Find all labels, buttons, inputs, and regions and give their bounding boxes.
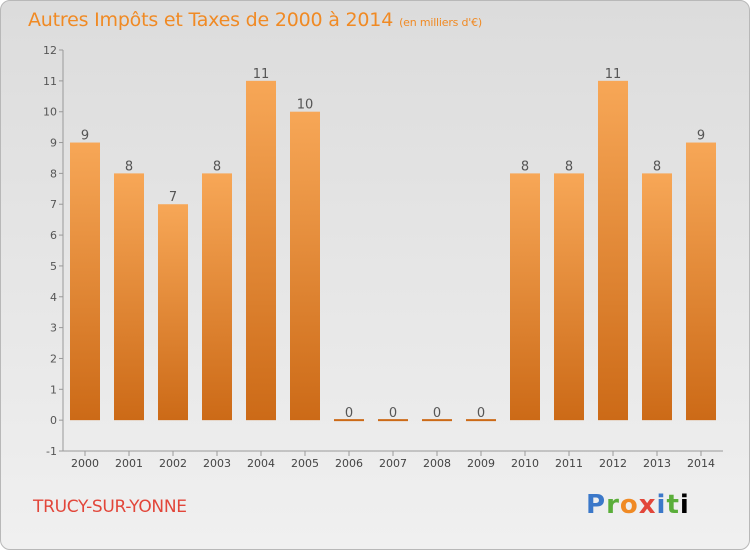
bar: [114, 173, 144, 421]
x-tick-label: 2006: [335, 457, 363, 470]
chart-title-text: Autres Impôts et Taxes de 2000 à 2014: [28, 9, 394, 31]
bar: [202, 173, 232, 421]
bar: [598, 80, 628, 421]
bar-chart: -101234567891011129200082001720028200311…: [43, 44, 723, 470]
data-label: 9: [697, 129, 705, 144]
x-tick-label: 2001: [115, 457, 143, 470]
bar: [686, 142, 716, 421]
x-tick-label: 2011: [555, 457, 583, 470]
bar: [246, 80, 276, 421]
x-tick-label: 2005: [291, 457, 319, 470]
bar: [290, 111, 320, 421]
y-tick-label: 2: [50, 352, 57, 365]
x-tick-label: 2010: [511, 457, 539, 470]
x-tick-label: 2002: [159, 457, 187, 470]
y-tick-label: 0: [50, 414, 57, 427]
chart-subtitle: (en milliers d'€): [399, 16, 482, 29]
bar: [158, 204, 188, 421]
data-label: 8: [521, 159, 529, 174]
y-tick-label: 3: [50, 322, 57, 335]
proxiti-logo: Proxiti: [586, 490, 690, 520]
y-tick-label: 8: [50, 167, 57, 180]
bar: [554, 173, 584, 421]
x-tick-label: 2000: [71, 457, 99, 470]
data-label: 11: [253, 67, 270, 82]
y-tick-label: 4: [50, 291, 57, 304]
data-label: 8: [213, 159, 221, 174]
bar: [70, 142, 100, 421]
data-label: 0: [477, 406, 485, 421]
x-tick-label: 2003: [203, 457, 231, 470]
x-tick-label: 2004: [247, 457, 275, 470]
data-label: 8: [653, 159, 661, 174]
y-tick-label: 12: [43, 44, 57, 57]
x-tick-label: 2014: [687, 457, 715, 470]
y-tick-label: 1: [50, 383, 57, 396]
data-label: 7: [169, 190, 177, 205]
data-label: 8: [125, 159, 133, 174]
data-label: 10: [297, 98, 314, 113]
y-tick-label: -1: [46, 445, 57, 458]
commune-name: TRUCY-SUR-YONNE: [33, 497, 187, 517]
x-tick-label: 2012: [599, 457, 627, 470]
bar: [642, 173, 672, 421]
data-label: 9: [81, 129, 89, 144]
x-tick-label: 2013: [643, 457, 671, 470]
y-tick-label: 9: [50, 137, 57, 150]
data-label: 8: [565, 159, 573, 174]
data-label: 11: [605, 67, 622, 82]
y-tick-label: 10: [43, 106, 57, 119]
data-label: 0: [433, 406, 441, 421]
y-tick-label: 5: [50, 260, 57, 273]
x-tick-label: 2008: [423, 457, 451, 470]
data-label: 0: [345, 406, 353, 421]
y-tick-label: 7: [50, 198, 57, 211]
data-label: 0: [389, 406, 397, 421]
chart-title: Autres Impôts et Taxes de 2000 à 2014 (en…: [28, 9, 482, 31]
x-tick-label: 2007: [379, 457, 407, 470]
bar: [510, 173, 540, 421]
y-tick-label: 6: [50, 229, 57, 242]
x-tick-label: 2009: [467, 457, 495, 470]
y-tick-label: 11: [43, 75, 57, 88]
